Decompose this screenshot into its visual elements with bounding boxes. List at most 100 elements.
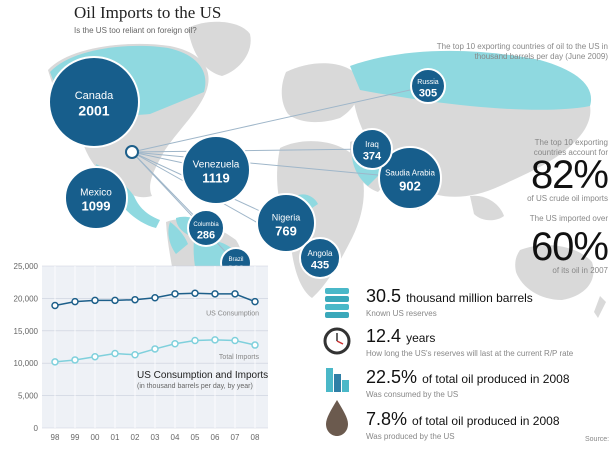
imported-sub: of its oil in 2007 <box>552 266 608 275</box>
bubble-value-mexico: 1099 <box>82 198 111 213</box>
ytick-label: 15,000 <box>14 327 39 336</box>
source-label: Source: <box>585 436 610 443</box>
chart-subtitle: (in thousand barrels per day, by year) <box>137 383 253 390</box>
page-subtitle: Is the US too reliant on foreign oil? <box>74 26 197 35</box>
connector-saudia-arabia <box>131 151 411 179</box>
xtick-label: 06 <box>211 433 220 442</box>
bubble-name-nigeria: Nigeria <box>272 212 301 222</box>
connector-russia <box>131 85 429 153</box>
fact-produced: 7.8% of total oil produced in 2008 <box>366 409 560 430</box>
xtick-label: 00 <box>91 433 100 442</box>
bubble-name-angola: Angola <box>308 249 333 258</box>
xtick-label: 98 <box>51 433 60 442</box>
bubble-circle-iraq <box>351 128 393 170</box>
series-label-total-imports: Total Imports <box>219 354 260 361</box>
columbia-region <box>168 222 188 254</box>
fact-consumed-value: 22.5% <box>366 367 418 387</box>
point-us-consumption <box>191 289 199 297</box>
fact-reserves-value: 30.5 <box>366 286 402 306</box>
clock-icon <box>323 327 351 355</box>
us-hub-marker <box>125 145 139 159</box>
fact-consumed-unit: of total oil produced in 2008 <box>422 372 570 386</box>
xtick-label: 07 <box>231 433 240 442</box>
bubble-circle-saudia-arabia <box>378 146 442 210</box>
point-total-imports <box>131 351 139 359</box>
point-total-imports <box>91 352 99 361</box>
bubble-name-iraq: Iraq <box>365 140 379 149</box>
bubble-circle-canada <box>48 56 140 148</box>
bubble-name-mexico: Mexico <box>80 187 112 198</box>
barrels-icon <box>325 288 349 318</box>
point-us-consumption <box>91 296 99 305</box>
new-zealand-landmass <box>594 296 606 318</box>
ytick-label: 0 <box>34 424 39 433</box>
fact-reserves-unit: thousand million barrels <box>406 291 533 305</box>
point-us-consumption <box>171 290 179 298</box>
fact-produced-unit: of total oil produced in 2008 <box>412 414 560 428</box>
greenland-landmass <box>188 21 251 76</box>
fact-years-sub: How long the US's reserves will last at … <box>366 349 574 358</box>
bubble-circle-venezuela <box>181 135 251 205</box>
xtick-label: 03 <box>151 433 160 442</box>
chart-xtick-labels: 98 99 00 01 02 03 04 05 06 07 08 <box>51 433 260 442</box>
fact-years: 12.4 years <box>366 326 435 347</box>
point-total-imports <box>191 336 199 345</box>
top10-value: 82% <box>530 153 609 197</box>
bubble-value-venezuela: 1119 <box>202 170 230 185</box>
xtick-label: 99 <box>71 433 80 442</box>
fact-reserves-sub: Known US reserves <box>366 309 437 318</box>
fact-consumed-sub: Was consumed by the US <box>366 390 459 399</box>
point-us-consumption <box>131 295 139 304</box>
chart-title: US Consumption and Imports <box>137 370 269 381</box>
point-total-imports <box>171 340 179 348</box>
point-us-consumption <box>111 296 119 305</box>
point-us-consumption <box>231 290 239 298</box>
bubble-name-brazil: Brazil <box>228 257 243 263</box>
fact-produced-value: 7.8% <box>366 409 408 429</box>
chart-series-labels: US Consumption Total Imports <box>206 311 259 361</box>
xtick-label: 01 <box>111 433 120 442</box>
fact-reserves: 30.5 thousand million barrels <box>366 286 533 307</box>
bubble-circle-mexico <box>64 166 128 230</box>
imported-note: The US imported over <box>529 214 608 223</box>
bubble-value-angola: 435 <box>311 259 329 271</box>
fact-consumed: 22.5% of total oil produced in 2008 <box>366 367 570 388</box>
point-total-imports <box>51 358 59 366</box>
consumption-chart: 0 5,000 10,000 15,000 20,000 25,000 98 99 00 01 0… <box>14 262 268 442</box>
bubble-value-nigeria: 769 <box>275 223 297 238</box>
xtick-label: 05 <box>191 433 200 442</box>
bubble-name-saudia-arabia: Saudia Arabia <box>385 168 435 177</box>
point-total-imports <box>71 356 79 364</box>
chart-gridlines <box>42 265 268 429</box>
point-total-imports <box>111 349 119 358</box>
xtick-label: 04 <box>171 433 180 442</box>
top10-note: The top 10 exporting countries account f… <box>533 138 608 157</box>
xtick-label: 02 <box>131 433 140 442</box>
point-us-consumption <box>71 297 79 306</box>
ytick-label: 5,000 <box>18 392 39 401</box>
bubble-value-canada: 2001 <box>78 102 109 118</box>
point-us-consumption <box>211 290 219 298</box>
southeast-asia-landmass <box>470 195 504 221</box>
point-us-consumption <box>151 294 159 302</box>
point-total-imports <box>251 341 259 349</box>
bubble-name-columbia: Columbia <box>193 222 219 228</box>
bubble-name-russia: Russia <box>417 79 439 86</box>
bubble-value-columbia: 286 <box>197 229 215 241</box>
fact-produced-sub: Was produced by the US <box>366 432 455 441</box>
connector-brazil <box>131 151 237 264</box>
bubble-circle-columbia <box>187 209 225 247</box>
chart-ytick-labels: 0 5,000 10,000 15,000 20,000 25,000 <box>14 262 39 433</box>
ytick-label: 20,000 <box>14 294 39 303</box>
point-us-consumption <box>51 301 59 310</box>
